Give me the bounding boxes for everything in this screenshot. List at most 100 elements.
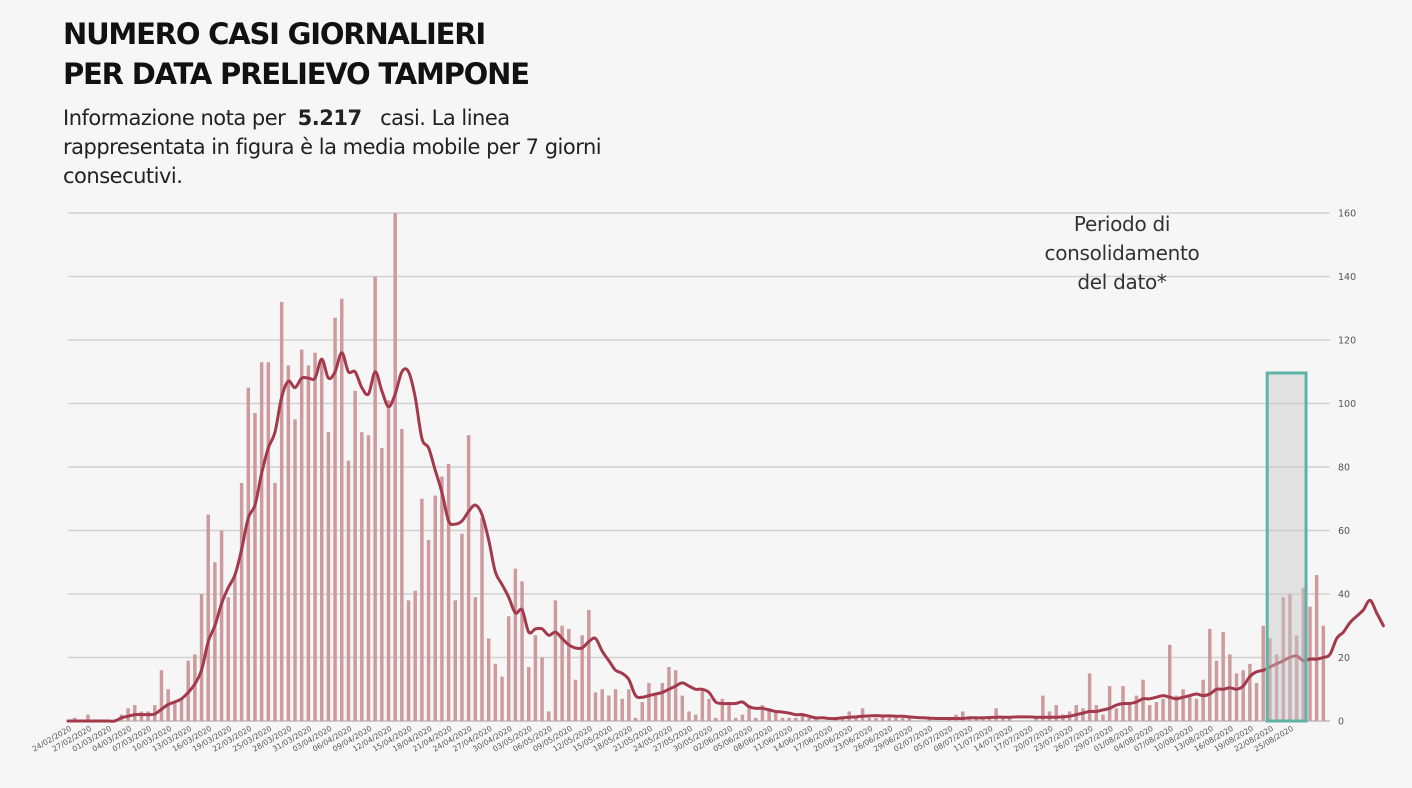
bar [600, 689, 604, 721]
bar [593, 692, 598, 721]
chart-title: NUMERO CASI GIORNALIERI PER DATA PRELIEV… [63, 14, 530, 94]
bar [393, 213, 397, 721]
bar [780, 717, 785, 721]
bar [754, 717, 758, 721]
bar [840, 717, 845, 721]
bar [1201, 679, 1205, 721]
bar [981, 717, 985, 721]
bar [880, 714, 885, 721]
bar [513, 568, 518, 721]
bar [340, 298, 344, 721]
bar [1168, 644, 1172, 721]
y-tick-label: 160 [1338, 209, 1356, 220]
bar [580, 635, 584, 721]
bar [173, 701, 177, 721]
bar [299, 349, 304, 721]
bar [720, 698, 725, 721]
bar [573, 679, 578, 721]
bar-series [72, 213, 1326, 721]
bar [1107, 686, 1112, 721]
bar [259, 362, 264, 721]
bar [1314, 574, 1319, 721]
bar [440, 476, 444, 721]
bar [1054, 705, 1058, 721]
bar [306, 365, 311, 721]
bar [326, 432, 331, 721]
y-tick-label: 60 [1338, 526, 1350, 537]
bar [727, 701, 731, 721]
bar [740, 714, 745, 721]
bar [1301, 587, 1306, 721]
bar [974, 717, 978, 721]
bar [86, 714, 90, 721]
bar [620, 698, 624, 721]
bar [874, 717, 878, 721]
bar [774, 711, 778, 721]
bar [907, 717, 912, 721]
y-tick-label: 20 [1338, 653, 1350, 664]
bar [380, 447, 384, 721]
y-tick-label: 140 [1338, 272, 1356, 283]
bar [1074, 705, 1079, 721]
bar [500, 676, 504, 721]
bar [1294, 635, 1299, 721]
y-tick-label: 80 [1338, 463, 1350, 474]
bar [1221, 632, 1225, 721]
bar [520, 581, 524, 721]
bar [814, 717, 818, 721]
bar [680, 695, 685, 721]
bar [1041, 695, 1045, 721]
bar [1234, 673, 1239, 721]
bar [733, 717, 738, 721]
bar [433, 495, 437, 721]
bar [640, 701, 644, 721]
bar [1308, 606, 1312, 721]
bar [219, 530, 224, 721]
bar [346, 460, 351, 721]
bar [540, 657, 544, 721]
bar [1181, 689, 1185, 721]
bar [553, 600, 558, 721]
bar [333, 317, 337, 721]
bar [1127, 701, 1132, 721]
bar [607, 695, 611, 721]
bar [453, 600, 458, 721]
moving-average-line [66, 351, 1385, 723]
bar [1134, 695, 1139, 721]
bar [1188, 695, 1192, 721]
bar [273, 482, 277, 721]
bar [1161, 698, 1165, 721]
bar [1147, 705, 1152, 721]
bar [213, 562, 217, 721]
bar [760, 705, 765, 721]
bar [807, 717, 811, 721]
bar [360, 432, 364, 721]
consolidation-label-line-2: consolidamento [1044, 241, 1200, 265]
bar [633, 717, 638, 721]
bar [366, 435, 371, 721]
y-tick-label: 40 [1338, 590, 1350, 601]
bar [313, 352, 317, 721]
bar [159, 670, 164, 721]
bar [400, 428, 404, 721]
bar [860, 708, 865, 721]
bar [867, 717, 872, 721]
bar [987, 717, 992, 721]
bar [653, 695, 658, 721]
bar [353, 390, 357, 721]
bar [627, 689, 631, 721]
bar [413, 590, 417, 721]
title-line-2: PER DATA PRELIEVO TAMPONE [63, 57, 530, 91]
bar [667, 667, 671, 721]
consolidation-period-label: Periodo di consolidamento del dato* [1022, 210, 1222, 297]
consolidation-label-line-3: del dato* [1077, 270, 1167, 294]
bar [800, 714, 805, 721]
bar [854, 717, 858, 721]
bar [794, 717, 798, 721]
chart-subtitle: Informazione nota per 5.217 casi. La lin… [63, 104, 623, 191]
bar [139, 711, 144, 721]
bar [420, 498, 424, 721]
bar [1001, 717, 1005, 721]
y-tick-label: 0 [1338, 717, 1344, 728]
bar [286, 365, 291, 721]
